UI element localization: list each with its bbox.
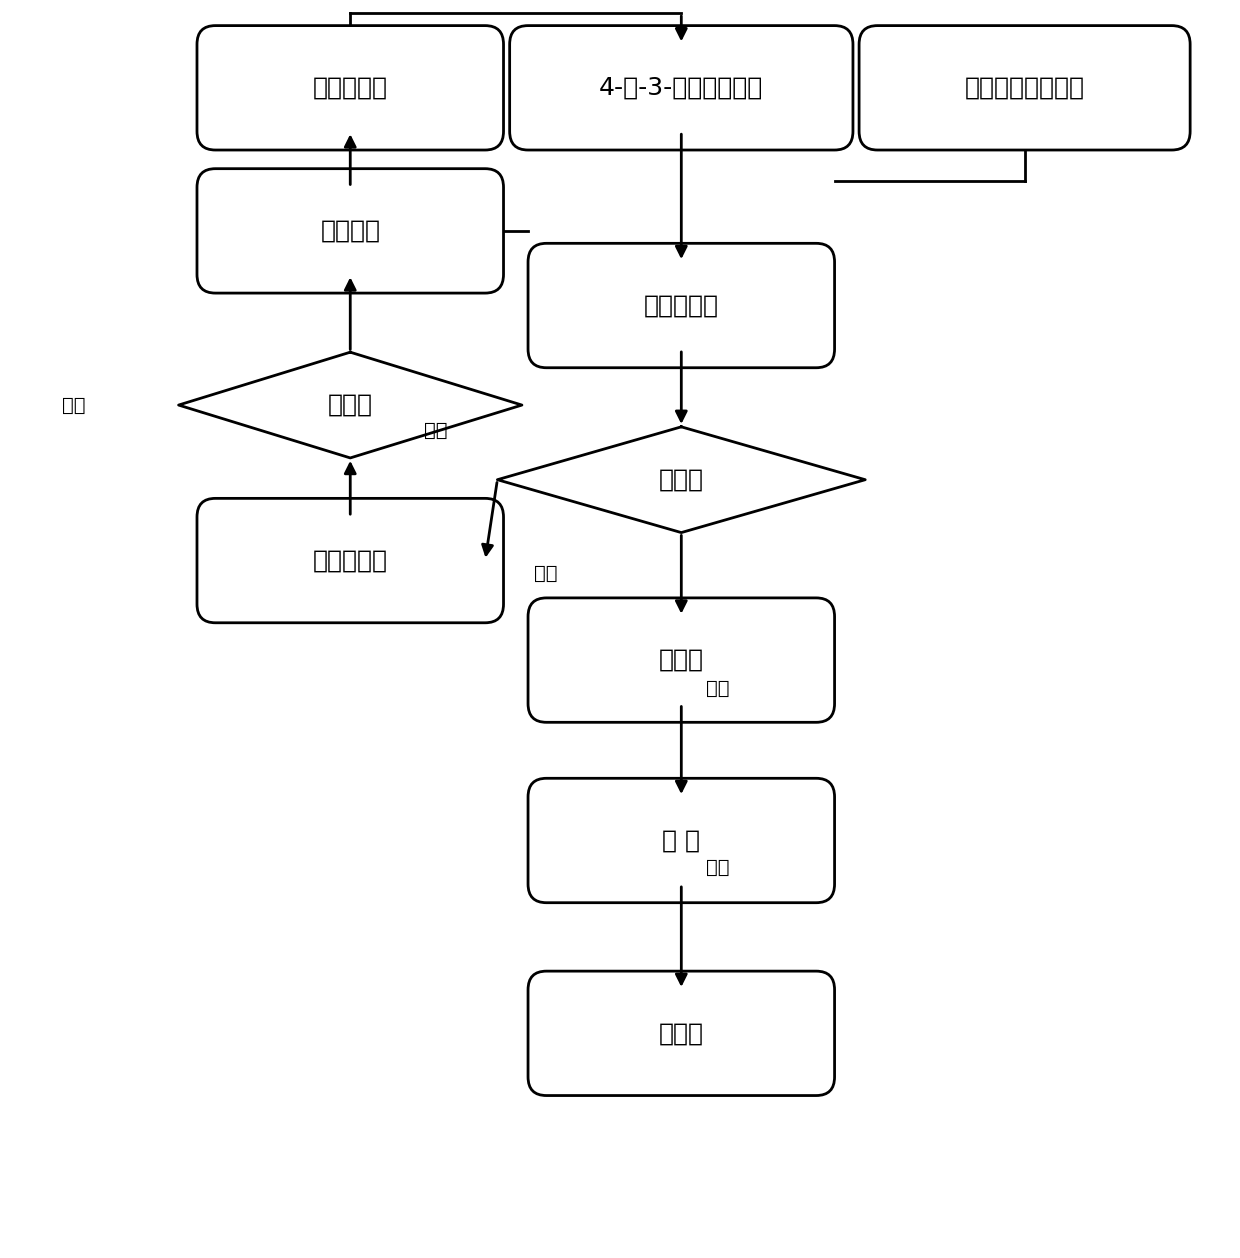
Text: 相分离: 相分离 [327,392,373,418]
FancyBboxPatch shape [197,498,503,623]
Text: 上层: 上层 [706,679,729,698]
Text: 二硝化反应: 二硝化反应 [644,293,719,317]
FancyBboxPatch shape [510,25,853,150]
Text: 4-氯-3-硝基三氟甲苯: 4-氯-3-硝基三氟甲苯 [599,75,764,99]
Text: 相分离: 相分离 [658,468,704,492]
Text: 粗产品: 粗产品 [658,648,704,672]
Text: 回收的废酸: 回收的废酸 [312,75,388,99]
Text: 上层: 上层 [62,395,86,415]
Text: 下层: 下层 [534,564,558,582]
Text: 硝酸钒、发烟硫酸: 硝酸钒、发烟硫酸 [965,75,1085,99]
FancyBboxPatch shape [528,971,835,1096]
FancyBboxPatch shape [197,169,503,293]
FancyBboxPatch shape [859,25,1190,150]
Text: 处理废酸: 处理废酸 [320,219,381,243]
Text: 一硝化反应: 一硝化反应 [312,548,388,572]
Text: 纯产品: 纯产品 [658,1021,704,1045]
FancyBboxPatch shape [528,779,835,903]
FancyBboxPatch shape [197,25,503,150]
Text: 下层: 下层 [424,420,448,439]
FancyBboxPatch shape [528,243,835,367]
Text: 精 制: 精 制 [662,829,701,853]
FancyBboxPatch shape [528,598,835,722]
Text: 洗浤: 洗浤 [706,858,729,877]
